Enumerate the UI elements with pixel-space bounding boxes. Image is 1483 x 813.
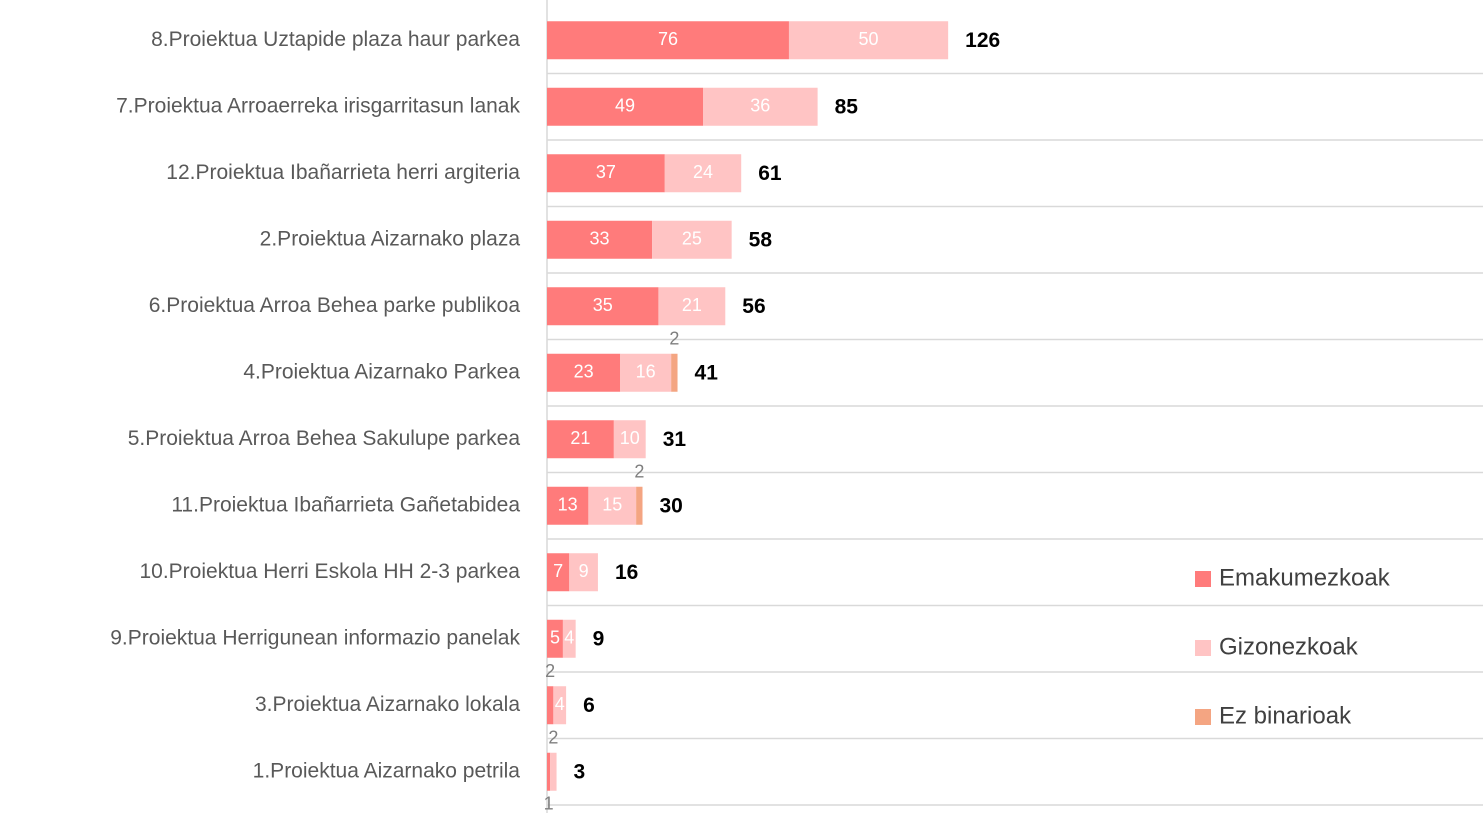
total-label: 56 [742, 295, 765, 318]
value-label: 35 [593, 295, 613, 315]
bar-segment [788, 21, 949, 60]
value-label: 4 [564, 628, 574, 648]
value-label: 10 [620, 428, 640, 448]
value-label: 4 [555, 694, 565, 714]
value-label: 76 [658, 29, 678, 49]
bar-segment [547, 420, 614, 459]
bar-segment [547, 686, 554, 725]
bar-segment [562, 619, 576, 658]
value-label: 2 [545, 661, 555, 681]
value-label: 15 [602, 495, 622, 515]
total-label: 6 [583, 694, 595, 717]
bar-segment [553, 686, 567, 725]
legend-swatch [1195, 640, 1211, 656]
total-label: 126 [965, 29, 1000, 52]
value-label: 36 [750, 96, 770, 116]
category-label: 4.Proiektua Aizarnako Parkea [243, 360, 520, 383]
bar-segment [658, 287, 726, 326]
value-label: 24 [693, 162, 713, 182]
value-label: 7 [553, 561, 563, 581]
bar-segment [547, 353, 621, 392]
value-label: 5 [550, 628, 560, 648]
category-label: 2.Proiektua Aizarnako plaza [260, 227, 521, 250]
legend-swatch [1195, 709, 1211, 725]
category-label: 8.Proiektua Uztapide plaza haur parkea [151, 28, 520, 51]
value-label: 21 [682, 295, 702, 315]
bar-segment [569, 553, 598, 592]
bar-segment [547, 619, 563, 658]
bar-segment [547, 486, 589, 525]
value-label: 21 [570, 428, 590, 448]
category-label: 3.Proiektua Aizarnako lokala [255, 693, 520, 716]
category-label: 10.Proiektua Herri Eskola HH 2-3 parkea [139, 560, 520, 583]
value-label: 25 [682, 229, 702, 249]
value-label: 2 [669, 329, 679, 349]
bar-segment [613, 420, 646, 459]
total-label: 30 [660, 494, 683, 517]
bar-segment [547, 287, 659, 326]
category-label: 11.Proiektua Ibañarrieta Gañetabidea [171, 493, 520, 516]
category-label: 7.Proiektua Arroaerreka irisgarritasun l… [116, 94, 520, 117]
value-label: 33 [590, 229, 610, 249]
total-label: 41 [695, 361, 719, 384]
total-label: 58 [749, 228, 773, 251]
bar-segment [620, 353, 672, 392]
value-label: 13 [558, 495, 578, 515]
bar-segment [588, 486, 637, 525]
total-label: 85 [835, 95, 859, 118]
category-label: 1.Proiektua Aizarnako petrila [253, 759, 521, 782]
category-label: 5.Proiektua Arroa Behea Sakulupe parkea [128, 427, 521, 450]
legend-label: Ez binarioak [1219, 702, 1352, 729]
total-label: 3 [574, 760, 586, 783]
bar-segment [664, 154, 742, 193]
value-label: 2 [548, 728, 558, 748]
total-label: 9 [593, 627, 605, 650]
bar-segment [547, 752, 551, 791]
bar-segment [547, 220, 653, 259]
bar-segment [547, 154, 665, 193]
bar-segment [547, 553, 570, 592]
total-label: 16 [615, 561, 638, 584]
value-label: 49 [615, 96, 635, 116]
bar-segment [550, 752, 557, 791]
bar-segment [703, 87, 818, 126]
value-label: 23 [574, 362, 594, 382]
value-label: 16 [636, 362, 656, 382]
value-label: 9 [579, 561, 589, 581]
total-label: 31 [663, 428, 687, 451]
value-label: 2 [634, 462, 644, 482]
value-label: 1 [544, 794, 554, 813]
legend-label: Gizonezkoak [1219, 633, 1359, 660]
bar-segment [636, 486, 643, 525]
bar-segment [671, 353, 678, 392]
bar-segment [547, 87, 703, 126]
value-label: 50 [859, 29, 879, 49]
total-label: 61 [758, 162, 782, 185]
category-label: 12.Proiektua Ibañarrieta herri argiteria [166, 161, 520, 184]
category-label: 6.Proiektua Arroa Behea parke publikoa [149, 294, 521, 317]
legend-swatch [1195, 571, 1211, 587]
value-label: 37 [596, 162, 616, 182]
category-label: 9.Proiektua Herrigunean informazio panel… [110, 626, 520, 649]
bar-segment [652, 220, 732, 259]
legend-label: Emakumezkoak [1219, 564, 1391, 591]
bar-segment [547, 21, 789, 60]
